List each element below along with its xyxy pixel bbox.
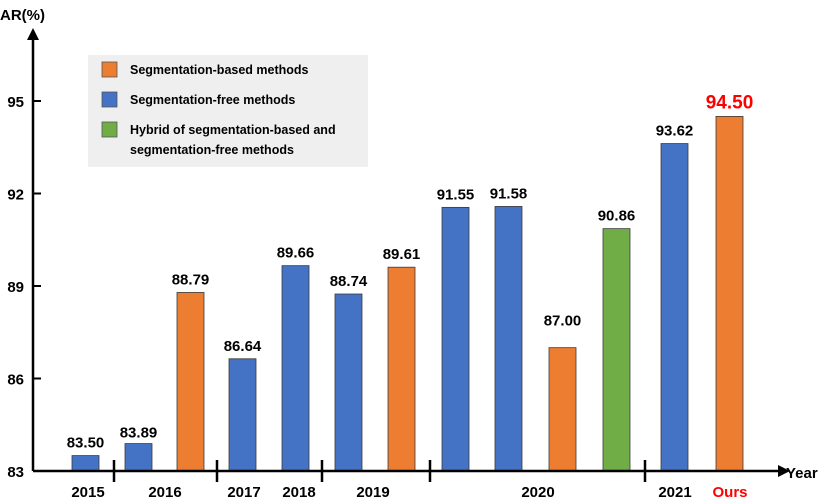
x-tick-label: 2018: [282, 484, 315, 501]
bar-value-label: 88.74: [330, 273, 368, 290]
legend-label: Segmentation-based methods: [130, 63, 309, 77]
y-tick-label: 89: [7, 279, 24, 296]
y-tick-label: 86: [7, 372, 24, 389]
x-tick-label: 2016: [148, 484, 181, 501]
y-tick-label: 83: [7, 464, 24, 481]
bar: [176, 292, 205, 472]
bar: [494, 206, 523, 472]
legend-label: Hybrid of segmentation-based and: [130, 123, 336, 137]
legend-box: [88, 55, 368, 167]
bar-value-label: 83.50: [67, 435, 105, 452]
legend-label: Segmentation-free methods: [130, 93, 295, 107]
bar-value-label: 83.89: [120, 425, 158, 442]
legend-swatch: [101, 61, 118, 78]
x-axis-arrow: [778, 465, 790, 477]
y-tick-label: 95: [7, 94, 24, 111]
bar-value-label: 91.55: [437, 186, 475, 203]
bar-value-label: 93.62: [656, 123, 694, 140]
y-tick-label: 92: [7, 187, 24, 204]
x-tick-label: 2019: [356, 484, 389, 501]
bar: [71, 455, 100, 472]
legend-label: segmentation-free methods: [130, 143, 294, 157]
y-axis-title: AR(%): [0, 7, 45, 24]
y-axis-arrow: [27, 28, 39, 40]
x-tick-label: 2017: [227, 484, 260, 501]
bar-value-label-highlight: 94.50: [706, 92, 754, 113]
bar-value-label: 88.79: [172, 271, 210, 288]
bar-value-label: 89.61: [383, 246, 421, 263]
bar: [124, 443, 153, 472]
bar: [334, 293, 363, 472]
x-axis-title: Year: [786, 465, 818, 482]
bar: [441, 206, 470, 472]
bar-value-label: 86.64: [224, 338, 262, 355]
bar: [387, 266, 416, 472]
legend-swatch: [101, 91, 118, 108]
x-tick-label: 2021: [658, 484, 691, 501]
bar-value-label: 87.00: [544, 313, 582, 330]
bar: [228, 358, 257, 472]
x-tick-label: 2020: [521, 484, 554, 501]
bar-value-label: 90.86: [598, 208, 636, 225]
bar-value-label: 91.58: [490, 185, 528, 202]
bar: [660, 143, 689, 472]
bar: [602, 228, 631, 472]
bar: [715, 116, 744, 472]
x-tick-label-highlight: Ours: [712, 484, 747, 501]
bar: [281, 265, 310, 472]
bar-value-label: 89.66: [277, 245, 315, 262]
x-tick-label: 2015: [71, 484, 104, 501]
legend-swatch: [101, 121, 118, 138]
bar: [548, 347, 577, 472]
